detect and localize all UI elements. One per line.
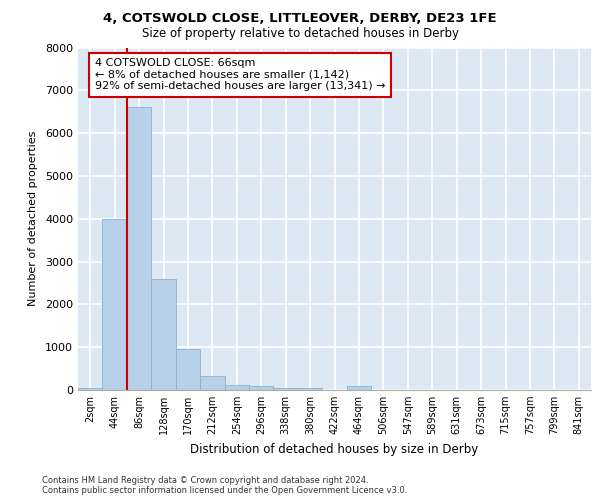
Bar bbox=[224, 385, 249, 390]
Text: 4, COTSWOLD CLOSE, LITTLEOVER, DERBY, DE23 1FE: 4, COTSWOLD CLOSE, LITTLEOVER, DERBY, DE… bbox=[103, 12, 497, 26]
Bar bbox=[127, 108, 151, 390]
Bar bbox=[274, 388, 298, 390]
Text: Contains HM Land Registry data © Crown copyright and database right 2024.
Contai: Contains HM Land Registry data © Crown c… bbox=[42, 476, 407, 495]
Bar bbox=[347, 386, 371, 390]
Bar bbox=[200, 376, 224, 390]
Bar bbox=[298, 388, 322, 390]
Text: 4 COTSWOLD CLOSE: 66sqm
← 8% of detached houses are smaller (1,142)
92% of semi-: 4 COTSWOLD CLOSE: 66sqm ← 8% of detached… bbox=[95, 58, 385, 92]
Text: Size of property relative to detached houses in Derby: Size of property relative to detached ho… bbox=[142, 28, 458, 40]
Bar bbox=[176, 350, 200, 390]
X-axis label: Distribution of detached houses by size in Derby: Distribution of detached houses by size … bbox=[190, 442, 479, 456]
Bar bbox=[151, 278, 176, 390]
Bar bbox=[78, 388, 103, 390]
Bar bbox=[249, 386, 274, 390]
Bar bbox=[103, 219, 127, 390]
Y-axis label: Number of detached properties: Number of detached properties bbox=[28, 131, 38, 306]
